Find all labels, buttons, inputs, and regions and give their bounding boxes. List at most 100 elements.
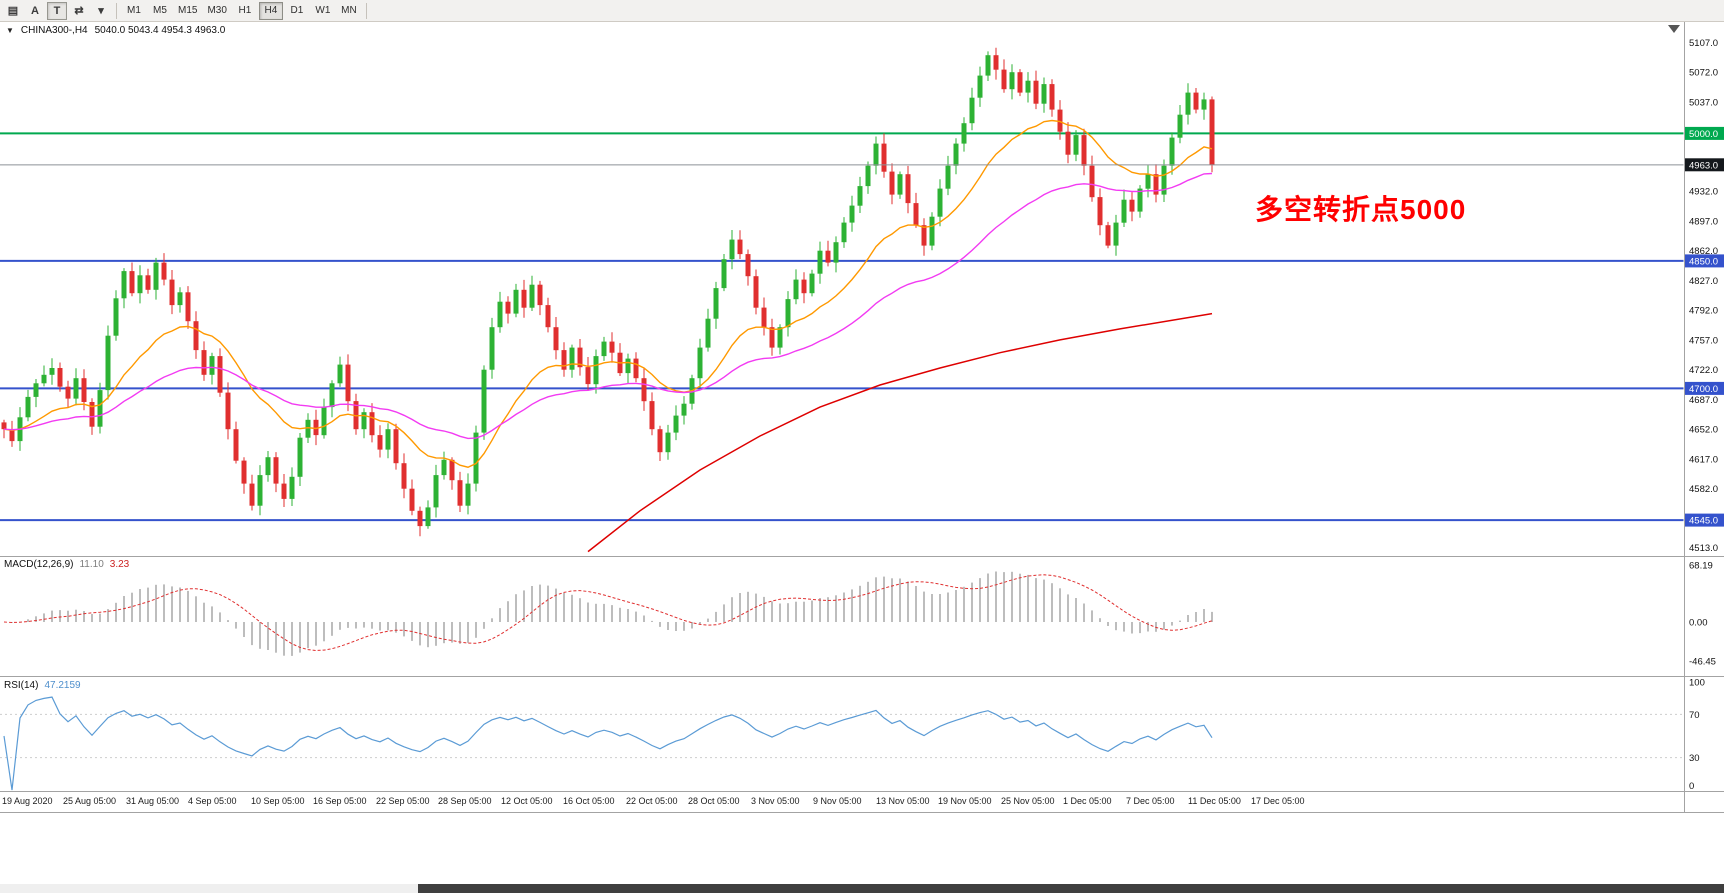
drawing-tools-group: ▤ A T ⇄ ▾ [3,1,111,20]
timeframe-button-m1[interactable]: M1 [127,5,141,16]
svg-text:12 Oct 05:00: 12 Oct 05:00 [501,796,553,806]
svg-text:0.00: 0.00 [1689,618,1708,629]
rsi-indicator-label: RSI(14) 47.2159 [4,680,81,691]
text-annotation-tool[interactable]: A [31,4,39,17]
svg-text:1 Dec 05:00: 1 Dec 05:00 [1063,796,1112,806]
chart-annotation[interactable]: 多空转折点5000 [1255,194,1467,225]
timeframe-group: M1 M5 M15 M30 H1 H4 D1 W1 MN [122,1,361,20]
price-badge-4963 [1685,158,1724,172]
timeframe-button-mn[interactable]: MN [341,5,357,16]
svg-text:4 Sep 05:00: 4 Sep 05:00 [188,796,237,806]
charts-grid-icon[interactable]: ▤ [7,5,19,17]
timeframe-button-d1[interactable]: D1 [290,5,304,16]
chart-area[interactable]: 5107.0 5072.0 5037.0 4932.0 4897.0 4862.0 4827… [0,22,1724,895]
scale-tool-icon[interactable]: ⇄ [74,5,84,17]
timeframe-button-h1[interactable]: H1 [238,5,252,16]
macd-signal-value: 3.23 [109,559,130,570]
svg-text:22 Sep 05:00: 22 Sep 05:00 [376,796,430,806]
svg-text:11 Dec 05:00: 11 Dec 05:00 [1188,796,1241,806]
price-badge-4850 [1685,254,1724,268]
panel-separators[interactable] [0,22,1724,813]
svg-text:25 Aug 05:00: 25 Aug 05:00 [63,796,116,806]
svg-text:0: 0 [1689,781,1694,792]
chart-shift-marker[interactable] [1668,25,1680,33]
macd-main-value: 11.10 [79,559,104,570]
svg-text:4700.0: 4700.0 [1689,384,1718,395]
candlestick-series [1,47,1215,537]
macd-axis: 68.19 0.00 -46.45 [1689,561,1716,668]
timeframe-button-m15[interactable]: M15 [178,5,198,16]
price-badge-4700 [1685,381,1724,395]
svg-text:5072.0: 5072.0 [1689,68,1718,79]
toolbar-separator [116,2,117,19]
svg-text:9 Nov 05:00: 9 Nov 05:00 [813,796,862,806]
h-scrollbar-thumb[interactable] [418,884,1724,893]
ma-fast-orange [3,119,1213,468]
svg-text:4513.0: 4513.0 [1689,543,1718,554]
svg-text:31 Aug 05:00: 31 Aug 05:00 [126,796,179,806]
svg-text:4827.0: 4827.0 [1689,276,1718,287]
svg-text:28 Sep 05:00: 28 Sep 05:00 [438,796,492,806]
text-tool[interactable]: T [47,1,67,20]
rsi-value: 47.2159 [44,680,81,691]
price-badge-5000 [1685,126,1724,140]
svg-text:16 Sep 05:00: 16 Sep 05:00 [313,796,367,806]
svg-text:4897.0: 4897.0 [1689,216,1718,227]
svg-text:5107.0: 5107.0 [1689,38,1718,49]
toolbar-separator-2 [365,2,367,19]
svg-text:4862.0: 4862.0 [1689,246,1718,257]
svg-text:4963.0: 4963.0 [1689,160,1718,171]
timeframe-button-h4[interactable]: H4 [258,1,283,20]
svg-text:4850.0: 4850.0 [1689,256,1718,267]
ma-mid-magenta [3,172,1213,440]
svg-text:17 Dec 05:00: 17 Dec 05:00 [1251,796,1305,806]
ohlc-values: 5040.0 5043.4 4954.3 4963.0 [94,25,226,36]
macd-indicator-label: MACD(12,26,9) 11.10 3.23 [4,559,129,570]
rsi-axis: 100 70 30 0 [1689,678,1705,793]
svg-text:30: 30 [1689,753,1700,764]
quote-panel-toggle-icon[interactable]: ▼ [6,26,14,35]
svg-text:4617.0: 4617.0 [1689,454,1718,465]
svg-text:22 Oct 05:00: 22 Oct 05:00 [626,796,678,806]
svg-text:5037.0: 5037.0 [1689,97,1718,108]
svg-text:13 Nov 05:00: 13 Nov 05:00 [876,796,930,806]
svg-text:100: 100 [1689,678,1705,689]
svg-text:4792.0: 4792.0 [1689,306,1718,317]
symbol-period-label: CHINA300-,H4 [20,25,88,36]
svg-text:3 Nov 05:00: 3 Nov 05:00 [751,796,800,806]
svg-text:25 Nov 05:00: 25 Nov 05:00 [1001,796,1055,806]
price-badge-4545 [1685,513,1724,527]
macd-signal-line [3,574,1213,652]
rsi-line [3,696,1213,791]
svg-text:19 Nov 05:00: 19 Nov 05:00 [938,796,992,806]
svg-text:10 Sep 05:00: 10 Sep 05:00 [251,796,305,806]
svg-text:19 Aug 2020: 19 Aug 2020 [2,796,53,806]
svg-text:-46.45: -46.45 [1689,656,1716,667]
timeframe-button-m30[interactable]: M30 [207,5,227,16]
macd-name: MACD(12,26,9) [4,559,74,570]
svg-text:4545.0: 4545.0 [1689,516,1718,527]
svg-text:5000.0: 5000.0 [1689,129,1718,140]
ma-long-red [587,312,1213,553]
svg-text:4757.0: 4757.0 [1689,335,1718,346]
timeframe-button-w1[interactable]: W1 [315,5,331,16]
time-axis[interactable]: 19 Aug 2020 25 Aug 05:00 31 Aug 05:00 4 Sep… [2,796,1305,806]
chart-canvas[interactable]: 5107.0 5072.0 5037.0 4932.0 4897.0 4862.0 4827… [0,22,1724,895]
svg-text:70: 70 [1689,710,1700,721]
rsi-name: RSI(14) [4,680,39,691]
svg-text:16 Oct 05:00: 16 Oct 05:00 [563,796,615,806]
toolbar: ▤ A T ⇄ ▾ M1 M5 M15 M30 H1 H4 D1 W1 MN [0,0,1724,22]
svg-text:28 Oct 05:00: 28 Oct 05:00 [688,796,740,806]
macd-histogram [11,571,1213,656]
svg-text:4932.0: 4932.0 [1689,187,1718,198]
svg-text:4652.0: 4652.0 [1689,425,1718,436]
price-axis[interactable]: 5107.0 5072.0 5037.0 4932.0 4897.0 4862.0 4827… [1685,38,1724,554]
timeframe-button-m5[interactable]: M5 [153,5,167,16]
svg-text:4687.0: 4687.0 [1689,395,1718,406]
svg-text:4722.0: 4722.0 [1689,365,1718,376]
chart-title: ▼ CHINA300-,H4 5040.0 5043.4 4954.3 4963… [6,25,225,36]
horizontal-level-lines [0,132,1684,522]
tool-dropdown-caret-icon[interactable]: ▾ [98,5,104,17]
svg-text:7 Dec 05:00: 7 Dec 05:00 [1126,796,1175,806]
